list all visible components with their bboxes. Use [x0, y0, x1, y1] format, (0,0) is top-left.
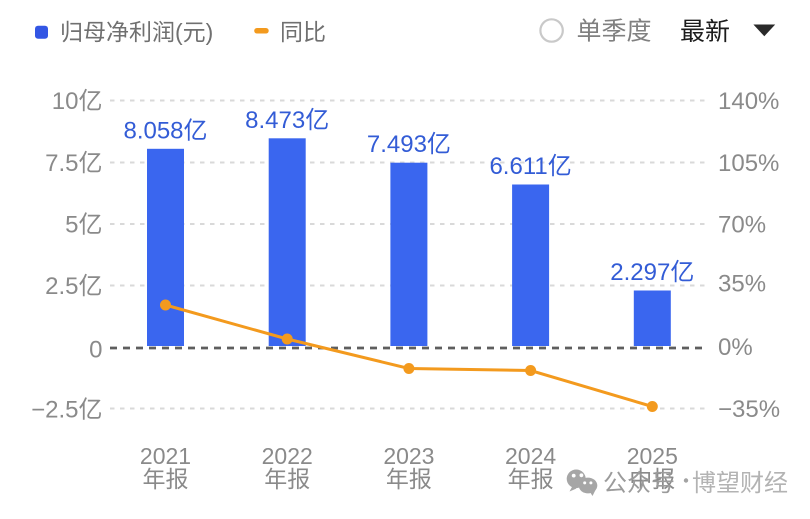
svg-text:同比: 同比 — [280, 19, 326, 45]
svg-text:年报: 年报 — [264, 466, 310, 492]
svg-text:7.493亿: 7.493亿 — [367, 131, 451, 158]
svg-text:最新: 最新 — [680, 18, 730, 46]
svg-text:归母净利润(元): 归母净利润(元) — [60, 19, 213, 45]
svg-text:年报: 年报 — [386, 466, 432, 492]
svg-text:年报: 年报 — [508, 466, 554, 492]
svg-text:10亿: 10亿 — [52, 88, 103, 115]
svg-text:35%: 35% — [718, 271, 766, 298]
svg-text:公众号: 公众号 — [603, 470, 675, 497]
svg-text:年报: 年报 — [143, 466, 189, 492]
svg-text:8.058亿: 8.058亿 — [123, 117, 207, 144]
svg-text:7.5亿: 7.5亿 — [45, 150, 102, 177]
svg-text:2025: 2025 — [627, 443, 678, 469]
svg-text:8.473亿: 8.473亿 — [245, 107, 329, 134]
svg-text:2024: 2024 — [505, 443, 556, 469]
svg-text:5亿: 5亿 — [65, 212, 102, 239]
svg-text:−35%: −35% — [718, 396, 780, 423]
svg-text:−2.5亿: −2.5亿 — [31, 397, 102, 424]
svg-text:中报: 中报 — [629, 466, 675, 492]
svg-text:博望财经: 博望财经 — [692, 470, 788, 497]
svg-text:6.611亿: 6.611亿 — [489, 153, 571, 180]
svg-text:140%: 140% — [718, 88, 779, 115]
svg-text:2.297亿: 2.297亿 — [610, 259, 694, 286]
svg-text:2022: 2022 — [262, 443, 313, 469]
svg-text:2023: 2023 — [383, 443, 434, 469]
svg-text:105%: 105% — [718, 150, 779, 177]
svg-text:2.5亿: 2.5亿 — [45, 273, 102, 300]
svg-text:单季度: 单季度 — [577, 18, 652, 46]
svg-text:0%: 0% — [718, 334, 753, 361]
svg-text:0: 0 — [89, 337, 102, 364]
svg-text:2021: 2021 — [140, 443, 191, 469]
svg-text:70%: 70% — [718, 212, 766, 239]
